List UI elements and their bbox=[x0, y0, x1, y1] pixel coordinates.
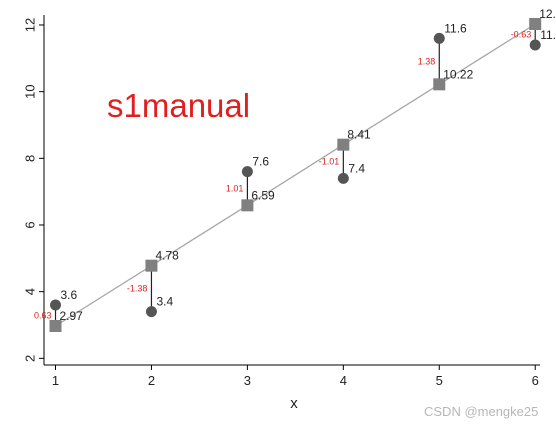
fitted-value-label: 2.97 bbox=[60, 309, 84, 323]
x-tick-label: 1 bbox=[52, 373, 59, 388]
fitted-point-marker bbox=[433, 78, 446, 91]
fitted-value-label: 12.03 bbox=[539, 7, 556, 21]
fitted-points bbox=[49, 18, 542, 332]
observed-point-marker bbox=[433, 32, 445, 44]
observed-value-label: 7.6 bbox=[252, 155, 269, 169]
fitted-point-marker bbox=[337, 138, 350, 151]
observed-value-label: 3.6 bbox=[61, 288, 78, 302]
x-tick-label: 2 bbox=[148, 373, 155, 388]
observed-value-label: 11.6 bbox=[444, 21, 467, 35]
y-tick-label: 4 bbox=[23, 288, 38, 295]
watermark-text: CSDN @mengke25 bbox=[424, 404, 538, 419]
residual-value-label: -0.63 bbox=[511, 30, 532, 40]
residual-value-label: 0.63 bbox=[34, 311, 52, 321]
residual-value-label: -1.01 bbox=[319, 157, 340, 167]
fitted-value-label: 8.41 bbox=[347, 128, 371, 142]
fitted-value-label: 10.22 bbox=[443, 67, 473, 81]
fitted-value-label: 6.59 bbox=[251, 188, 275, 202]
x-tick-label: 6 bbox=[532, 373, 539, 388]
observed-value-label: 7.4 bbox=[348, 161, 365, 175]
x-tick-label: 5 bbox=[436, 373, 443, 388]
y-tick-label: 6 bbox=[23, 221, 38, 228]
fitted-point-marker bbox=[145, 259, 158, 272]
residual-value-label: 1.01 bbox=[226, 184, 244, 194]
value-labels: 3.6 3.4 7.6 7.4 11.6 11.4 2.97 4.78 6.59 8.41 10.2… bbox=[60, 7, 556, 323]
overlay-annotation: s1manual bbox=[107, 87, 250, 124]
fitted-value-label: 4.78 bbox=[155, 249, 179, 263]
observed-point-marker bbox=[241, 166, 253, 178]
fitted-line-path bbox=[55, 23, 536, 327]
y-tick-label: 10 bbox=[23, 84, 38, 98]
y-axis: 2 4 6 8 10 12 bbox=[23, 18, 44, 362]
x-axis: 1 2 3 4 5 6 bbox=[52, 365, 539, 388]
observed-point-marker bbox=[529, 39, 541, 51]
residual-value-label: 1.38 bbox=[418, 56, 436, 66]
observed-point-marker bbox=[337, 172, 349, 184]
x-tick-label: 4 bbox=[340, 373, 347, 388]
fitted-point-marker bbox=[241, 199, 254, 212]
x-axis-title: x bbox=[290, 395, 298, 412]
observed-point-marker bbox=[50, 299, 62, 311]
observed-point-marker bbox=[145, 306, 157, 318]
x-tick-label: 3 bbox=[244, 373, 251, 388]
plot-area-frame bbox=[43, 15, 540, 366]
observed-points bbox=[50, 32, 541, 318]
residual-labels: 0.63 -1.38 1.01 -1.01 1.38 -0.63 bbox=[34, 30, 531, 321]
y-tick-label: 8 bbox=[23, 155, 38, 162]
observed-value-label: 3.4 bbox=[156, 295, 173, 309]
y-tick-label: 12 bbox=[23, 18, 38, 32]
fitted-line bbox=[55, 23, 536, 327]
observed-value-label: 11.4 bbox=[540, 28, 556, 42]
fitted-point-marker bbox=[529, 18, 542, 30]
fitted-point-marker bbox=[49, 320, 62, 332]
y-tick-label: 2 bbox=[23, 355, 38, 362]
residual-value-label: -1.38 bbox=[127, 284, 148, 294]
